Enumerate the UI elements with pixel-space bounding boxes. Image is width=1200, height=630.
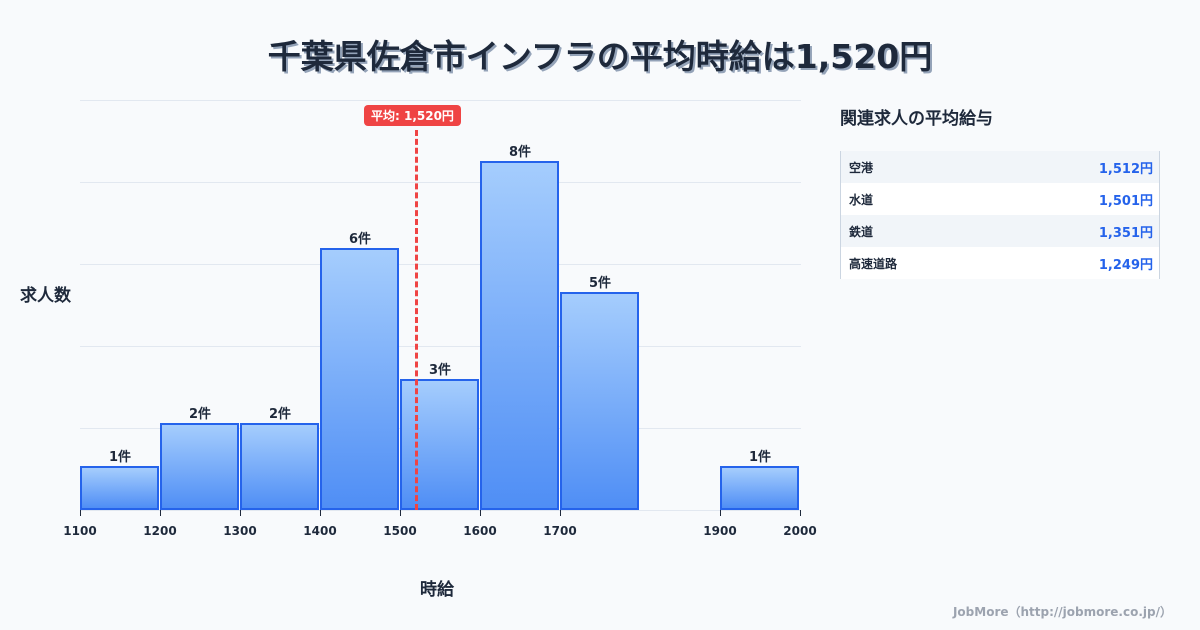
x-tick-label: 1100 — [63, 524, 97, 538]
gridline — [80, 346, 801, 347]
x-tick — [80, 510, 81, 516]
x-tick-label: 1600 — [463, 524, 497, 538]
bar-value-label: 1件 — [108, 450, 132, 466]
gridline — [80, 100, 801, 101]
x-tick — [400, 510, 401, 516]
x-tick — [800, 510, 801, 516]
histogram-bar — [160, 422, 239, 510]
x-tick — [480, 510, 481, 516]
bar-value-label: 3件 — [428, 363, 452, 379]
average-line — [415, 130, 418, 510]
histogram-chart: 求人数 時給 1件 2件 2件 6件 3件 8件 5件 1件 1100 1200 1300 1400… — [20, 100, 817, 600]
bar-value-label: 2件 — [268, 406, 292, 422]
histogram-bar — [720, 466, 799, 510]
histogram-bar — [480, 161, 559, 510]
histogram-bar — [400, 379, 479, 510]
x-tick-label: 1500 — [383, 524, 417, 538]
salary-row: 水道 1,501円 — [841, 183, 1159, 215]
x-axis-label: 時給 — [420, 580, 454, 600]
x-tick-label: 1300 — [223, 524, 257, 538]
bar-value-label: 1件 — [748, 450, 772, 466]
job-salary: 1,351円 — [1098, 225, 1153, 241]
related-salaries-panel: 関連求人の平均給与 空港 1,512円 水道 1,501円 鉄道 1,351円 … — [840, 104, 1160, 279]
job-name: 水道 — [849, 192, 874, 207]
related-salaries-title: 関連求人の平均給与 — [840, 109, 993, 129]
job-name: 高速道路 — [849, 256, 898, 271]
x-tick — [320, 510, 321, 516]
bar-value-label: 8件 — [508, 145, 532, 161]
bar-value-label: 2件 — [188, 406, 212, 422]
x-tick-label: 2000 — [783, 524, 817, 538]
x-tick — [240, 510, 241, 516]
salary-row: 鉄道 1,351円 — [841, 215, 1159, 247]
x-tick-label: 1400 — [303, 524, 337, 538]
histogram-bar — [560, 292, 639, 510]
job-salary: 1,512円 — [1098, 161, 1153, 177]
gridline — [80, 264, 801, 265]
histogram-bar — [240, 422, 319, 510]
x-tick-label: 1200 — [143, 524, 177, 538]
y-axis-label: 求人数 — [20, 286, 71, 306]
salary-row: 空港 1,512円 — [841, 151, 1159, 183]
page-title: 千葉県佐倉市インフラの平均時給は1,520円 — [267, 37, 933, 76]
bar-value-label: 6件 — [348, 232, 372, 248]
bar-value-label: 5件 — [588, 276, 612, 291]
histogram-bar — [80, 466, 159, 510]
average-badge: 平均: 1,520円 — [364, 105, 461, 126]
salary-row: 高速道路 1,249円 — [841, 247, 1159, 279]
job-name: 鉄道 — [849, 224, 874, 239]
footer-credit: JobMore（http://jobmore.co.jp/） — [952, 605, 1172, 619]
job-salary: 1,501円 — [1098, 193, 1153, 209]
x-tick — [160, 510, 161, 516]
x-axis-baseline — [80, 510, 801, 511]
gridline — [80, 182, 801, 183]
x-tick-label: 1700 — [543, 524, 577, 538]
job-name: 空港 — [849, 160, 874, 175]
x-tick — [720, 510, 721, 516]
job-salary: 1,249円 — [1098, 257, 1153, 273]
x-tick — [560, 510, 561, 516]
x-tick-label: 1900 — [703, 524, 737, 538]
related-salaries-table: 空港 1,512円 水道 1,501円 鉄道 1,351円 高速道路 1,249… — [840, 151, 1160, 279]
histogram-bar — [320, 248, 399, 510]
